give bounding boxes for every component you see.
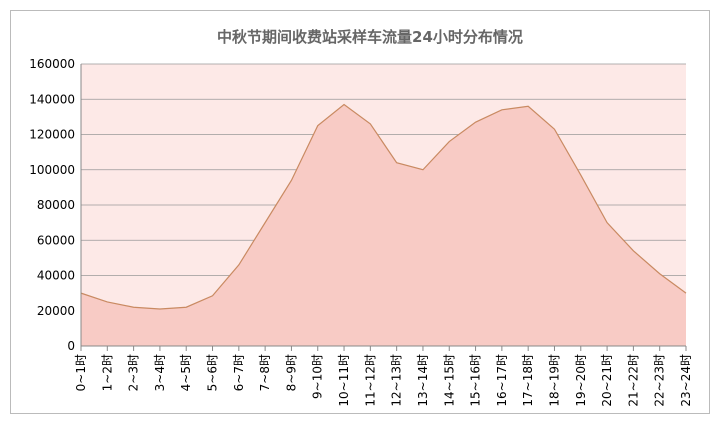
x-tick-label: 14~15时 bbox=[442, 354, 456, 407]
y-tick-label: 100000 bbox=[29, 163, 75, 177]
x-tick-label: 5~6时 bbox=[206, 354, 220, 391]
y-tick-label: 80000 bbox=[37, 198, 75, 212]
x-tick-label: 12~13时 bbox=[390, 354, 404, 407]
x-tick-label: 9~10时 bbox=[311, 354, 325, 399]
area-line bbox=[80, 103, 687, 310]
x-tick-label: 19~20时 bbox=[574, 354, 588, 407]
x-tick-label: 23~24时 bbox=[679, 354, 693, 407]
x-tick-label: 3~4时 bbox=[153, 354, 167, 391]
x-tick-label: 15~16时 bbox=[469, 354, 483, 407]
x-tick-label: 17~18时 bbox=[521, 354, 535, 407]
x-tick-label: 8~9时 bbox=[284, 354, 298, 391]
x-tick-label: 0~1时 bbox=[74, 354, 88, 391]
y-tick-label: 140000 bbox=[29, 92, 75, 106]
x-tick-label: 4~5时 bbox=[179, 354, 193, 391]
y-tick-label: 160000 bbox=[29, 57, 75, 71]
y-tick-label: 60000 bbox=[37, 233, 75, 247]
y-tick-label: 0 bbox=[67, 339, 75, 353]
area bbox=[81, 104, 686, 346]
y-tick-label: 120000 bbox=[29, 128, 75, 142]
x-tick-label: 6~7时 bbox=[232, 354, 246, 391]
x-tick-label: 21~22时 bbox=[626, 354, 640, 407]
chart-title: 中秋节期间收费站采样车流量24小时分布情况 bbox=[217, 28, 523, 46]
y-tick-label: 20000 bbox=[37, 304, 75, 318]
x-tick-label: 22~23时 bbox=[653, 354, 667, 407]
x-tick-label: 16~17时 bbox=[495, 354, 509, 407]
x-tick-label: 2~3时 bbox=[127, 354, 141, 391]
y-tick-label: 40000 bbox=[37, 269, 75, 283]
x-tick-label: 13~14时 bbox=[416, 354, 430, 407]
x-tick-label: 10~11时 bbox=[337, 354, 351, 407]
x-tick-label: 18~19时 bbox=[547, 354, 561, 407]
x-tick-label: 7~8时 bbox=[258, 354, 272, 391]
x-tick-label: 11~12时 bbox=[363, 354, 377, 407]
x-tick-label: 20~21时 bbox=[600, 354, 614, 407]
x-tick-label: 1~2时 bbox=[100, 354, 114, 391]
